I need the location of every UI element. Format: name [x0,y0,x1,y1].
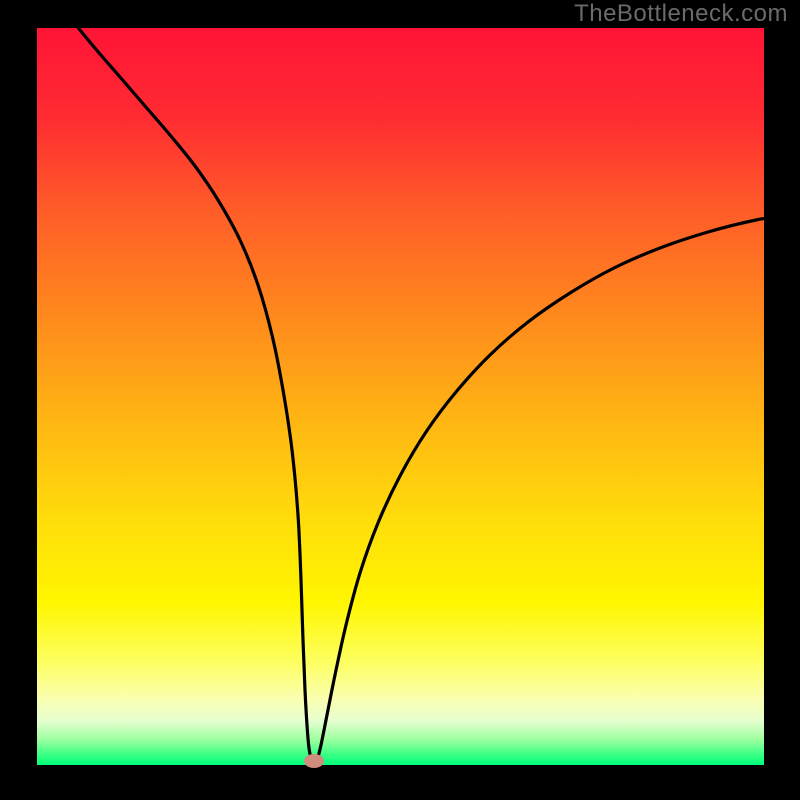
bottleneck-chart [0,0,800,800]
optimal-point-marker [304,754,324,768]
watermark-text: TheBottleneck.com [574,0,788,28]
plot-background-gradient [37,28,764,765]
